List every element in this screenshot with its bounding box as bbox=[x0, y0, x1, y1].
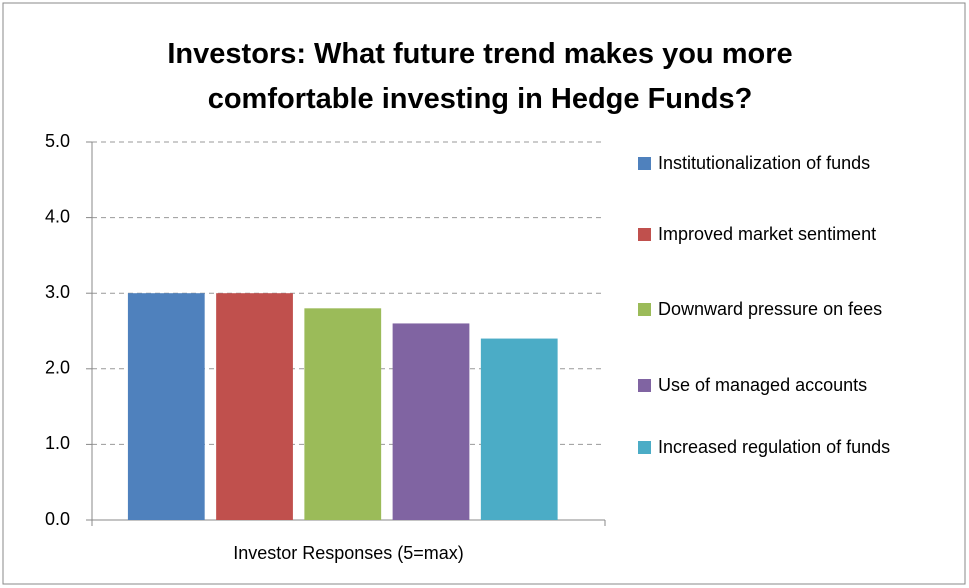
bar bbox=[127, 293, 205, 520]
bar bbox=[392, 323, 470, 520]
x-tick-label: Investor Responses (5=max) bbox=[233, 543, 464, 563]
legend-swatch bbox=[638, 157, 651, 170]
y-tick-label: 1.0 bbox=[45, 433, 70, 453]
legend-swatch bbox=[638, 441, 651, 454]
legend-swatch bbox=[638, 303, 651, 316]
y-tick-label: 2.0 bbox=[45, 358, 70, 378]
legend-label: Downward pressure on fees bbox=[658, 299, 883, 319]
y-tick-label: 5.0 bbox=[45, 131, 70, 151]
legend-swatch bbox=[638, 228, 651, 241]
legend-label: Institutionalization of funds bbox=[658, 153, 871, 173]
legend-label: Use of managed accounts bbox=[658, 375, 868, 395]
y-tick-label: 0.0 bbox=[45, 509, 70, 529]
legend-swatch bbox=[638, 379, 651, 392]
chart-title: Investors: What future trend makes you m… bbox=[167, 38, 793, 115]
y-tick-label: 3.0 bbox=[45, 282, 70, 302]
bar bbox=[216, 293, 293, 520]
legend-label: Improved market sentiment bbox=[658, 224, 877, 244]
legend-label: Increased regulation of funds bbox=[658, 437, 891, 457]
y-tick-label: 4.0 bbox=[45, 206, 70, 226]
bar bbox=[304, 308, 382, 520]
bar bbox=[480, 338, 558, 520]
